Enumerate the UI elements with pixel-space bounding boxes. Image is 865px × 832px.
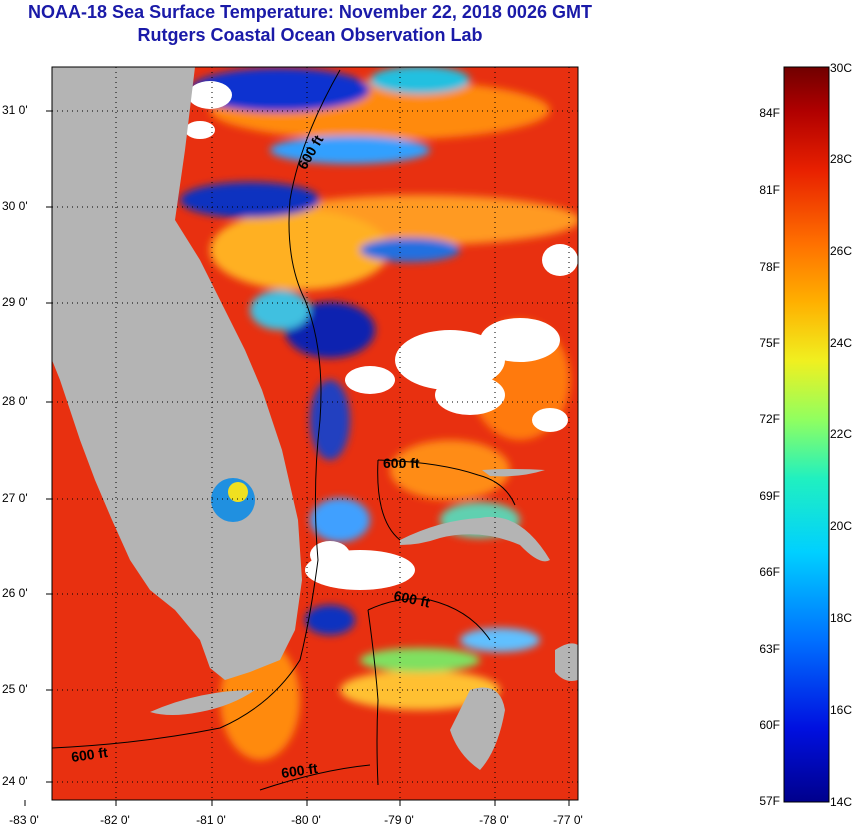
- graticule: [52, 67, 578, 800]
- lat-label: 26 0': [2, 586, 28, 600]
- colorbar-c-label: 28C: [830, 152, 853, 166]
- contour-label: 600 ft: [383, 455, 420, 471]
- map-title: NOAA-18 Sea Surface Temperature: Novembe…: [28, 2, 592, 22]
- cloud-mask: [185, 81, 578, 590]
- colorbar-f-label: 72F: [759, 412, 780, 426]
- lon-label: -80 0': [291, 813, 321, 827]
- colorbar-c-label: 26C: [830, 244, 853, 258]
- land: [52, 67, 578, 770]
- lat-label: 25 0': [2, 682, 28, 696]
- lon-label: -77 0': [553, 813, 583, 827]
- colorbar-c-label: 18C: [830, 611, 853, 625]
- colorbar-f-label: 66F: [759, 565, 780, 579]
- contour-600ft: [52, 69, 516, 791]
- colorbar-c-label: 20C: [830, 519, 853, 533]
- map-frame: [51, 66, 579, 801]
- lat-label: 24 0': [2, 774, 28, 788]
- contour-label: 600 ft: [392, 587, 431, 610]
- map-subtitle: Rutgers Coastal Ocean Observation Lab: [137, 25, 483, 45]
- lake-okeechobee-warm: [228, 482, 248, 502]
- lat-label: 29 0': [2, 295, 28, 309]
- contour-label: 600 ft: [70, 744, 109, 765]
- lon-label: -82 0': [100, 813, 130, 827]
- colorbar-f-label: 63F: [759, 642, 780, 656]
- colorbar-c-label: 24C: [830, 336, 853, 350]
- lon-label: -78 0': [479, 813, 509, 827]
- colorbar-f-label: 57F: [759, 794, 780, 808]
- lon-label: -83 0': [9, 813, 39, 827]
- colorbar-c-label: 30C: [830, 61, 853, 75]
- lon-label: -79 0': [384, 813, 414, 827]
- colorbar-f-label: 60F: [759, 718, 780, 732]
- contour-label: 600 ft: [280, 760, 319, 781]
- colorbar-f-label: 75F: [759, 336, 780, 350]
- lat-label: 28 0': [2, 394, 28, 408]
- colorbar-c-label: 22C: [830, 427, 853, 441]
- colorbar-f-label: 78F: [759, 260, 780, 274]
- colorbar-f-label: 81F: [759, 183, 780, 197]
- colorbar-c-label: 14C: [830, 795, 853, 809]
- lat-label: 30 0': [2, 199, 28, 213]
- lon-label: -81 0': [196, 813, 226, 827]
- colorbar-c-label: 16C: [830, 703, 853, 717]
- lat-label: 31 0': [2, 103, 28, 117]
- colorbar-f-label: 69F: [759, 489, 780, 503]
- colorbar: [783, 66, 830, 803]
- colorbar-f-label: 84F: [759, 106, 780, 120]
- lat-label: 27 0': [2, 491, 28, 505]
- axis-ticks: [24, 110, 570, 806]
